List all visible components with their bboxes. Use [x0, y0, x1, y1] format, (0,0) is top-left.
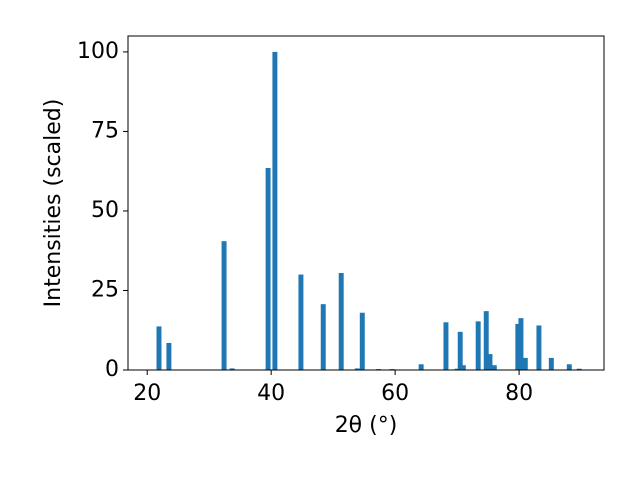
- x-tick-label: 40: [257, 381, 285, 406]
- y-tick-label: 0: [105, 357, 119, 382]
- x-axis-label: 2θ (°): [335, 413, 398, 438]
- bar: [576, 368, 582, 370]
- bar: [460, 365, 466, 370]
- bar: [418, 364, 424, 370]
- bar: [166, 342, 172, 370]
- bar: [536, 325, 542, 370]
- y-tick-label: 75: [91, 118, 119, 143]
- y-tick-label: 100: [77, 39, 119, 64]
- bar: [483, 311, 489, 370]
- bar: [457, 331, 463, 370]
- bar: [229, 368, 235, 370]
- bar: [265, 168, 271, 370]
- bar: [221, 241, 227, 370]
- x-tick-label: 20: [133, 381, 161, 406]
- bar: [443, 322, 449, 370]
- bar: [272, 51, 278, 371]
- bar: [359, 312, 365, 370]
- bar: [156, 326, 162, 370]
- bar: [566, 364, 572, 370]
- y-tick-label: 50: [91, 198, 119, 223]
- bar: [320, 304, 326, 370]
- bar: [515, 323, 521, 370]
- x-tick-label: 60: [381, 381, 409, 406]
- bar: [338, 272, 344, 370]
- bar: [454, 368, 460, 370]
- bar: [548, 357, 554, 370]
- bar: [475, 321, 481, 370]
- plot-frame: [127, 35, 605, 371]
- y-tick-label: 25: [91, 277, 119, 302]
- bar: [491, 365, 497, 370]
- bar: [354, 368, 360, 370]
- bar: [298, 274, 304, 370]
- bar: [487, 354, 493, 370]
- x-tick-label: 80: [505, 381, 533, 406]
- y-axis-label: Intensities (scaled): [41, 99, 66, 308]
- bar: [522, 357, 528, 370]
- bar: [518, 318, 524, 370]
